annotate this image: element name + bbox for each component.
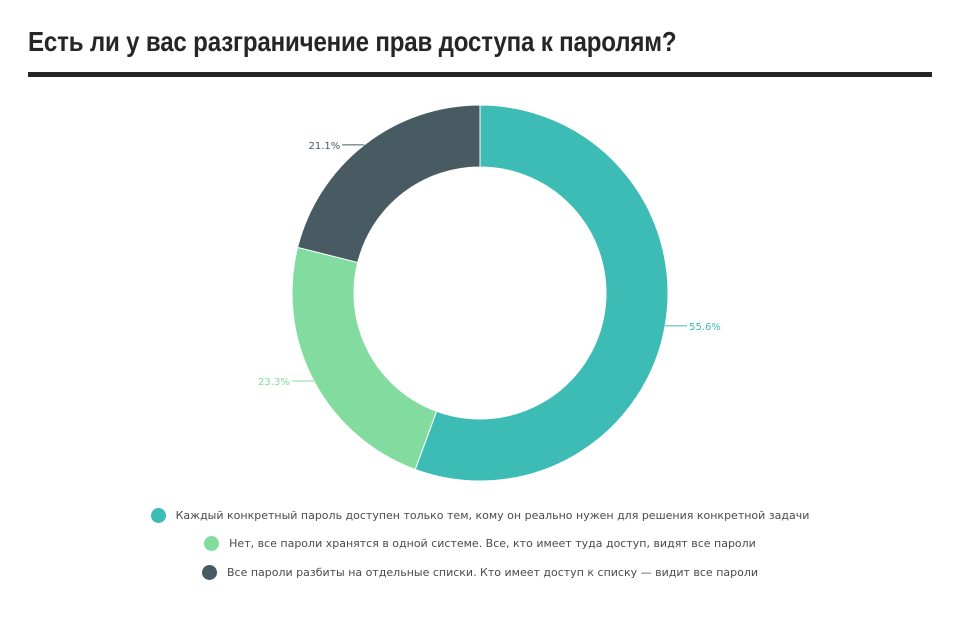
legend-label: Каждый конкретный пароль доступен только… bbox=[175, 508, 810, 522]
legend-item[interactable]: Нет, все пароли хранятся в одной системе… bbox=[0, 533, 960, 553]
donut-slice[interactable] bbox=[291, 246, 438, 471]
legend-item[interactable]: Все пароли разбиты на отдельные списки. … bbox=[0, 562, 960, 582]
legend-label: Нет, все пароли хранятся в одной системе… bbox=[229, 536, 756, 550]
slice-value-label: 21.1% bbox=[309, 141, 341, 152]
legend-item[interactable]: Каждый конкретный пароль доступен только… bbox=[0, 505, 960, 525]
donut-slice[interactable] bbox=[297, 104, 481, 264]
slice-value-label: 55.6% bbox=[689, 322, 721, 333]
legend-marker bbox=[204, 535, 220, 551]
donut-slice[interactable] bbox=[414, 104, 669, 482]
slice-value-label: 23.3% bbox=[258, 377, 290, 388]
legend-marker bbox=[150, 507, 166, 523]
title-divider bbox=[28, 72, 932, 77]
legend-label: Все пароли разбиты на отдельные списки. … bbox=[226, 565, 759, 579]
chart-title: Есть ли у вас разграничение прав доступа… bbox=[28, 26, 677, 57]
donut-chart: 55.6% 23.3% 21.1% bbox=[258, 104, 721, 482]
legend-marker bbox=[201, 564, 217, 580]
